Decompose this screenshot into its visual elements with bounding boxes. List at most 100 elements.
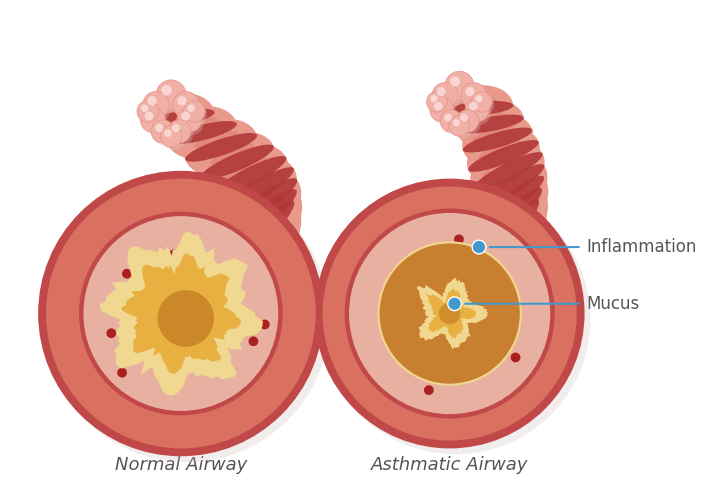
Circle shape — [459, 369, 469, 378]
Circle shape — [175, 94, 202, 121]
Circle shape — [82, 215, 279, 412]
Circle shape — [439, 303, 460, 324]
Circle shape — [164, 130, 171, 137]
Circle shape — [430, 98, 454, 122]
Circle shape — [169, 250, 179, 259]
Circle shape — [179, 110, 204, 135]
Circle shape — [145, 94, 171, 121]
Ellipse shape — [89, 231, 215, 337]
Circle shape — [193, 360, 202, 370]
Ellipse shape — [217, 193, 301, 278]
Circle shape — [504, 299, 514, 308]
Circle shape — [463, 86, 489, 111]
Circle shape — [428, 94, 449, 115]
Circle shape — [424, 385, 433, 395]
Ellipse shape — [467, 128, 540, 184]
Circle shape — [448, 297, 462, 310]
Circle shape — [453, 119, 460, 126]
Ellipse shape — [233, 206, 276, 249]
Circle shape — [434, 86, 460, 111]
Circle shape — [173, 92, 199, 118]
Circle shape — [472, 92, 492, 112]
Circle shape — [248, 336, 258, 346]
Circle shape — [184, 100, 205, 122]
Circle shape — [168, 120, 191, 143]
Circle shape — [323, 186, 577, 440]
Circle shape — [447, 74, 476, 103]
Ellipse shape — [477, 188, 542, 252]
Circle shape — [156, 80, 186, 110]
Circle shape — [458, 112, 481, 135]
Circle shape — [431, 95, 438, 102]
Circle shape — [465, 98, 489, 122]
Circle shape — [461, 82, 487, 108]
Circle shape — [158, 290, 214, 346]
Circle shape — [158, 83, 188, 113]
Circle shape — [177, 108, 202, 132]
Circle shape — [315, 178, 585, 448]
Text: Mucus: Mucus — [587, 295, 640, 313]
Circle shape — [457, 284, 467, 294]
Ellipse shape — [448, 85, 513, 132]
Ellipse shape — [472, 152, 543, 192]
Circle shape — [46, 178, 316, 448]
Ellipse shape — [220, 167, 294, 216]
Polygon shape — [426, 288, 477, 339]
Circle shape — [348, 212, 552, 415]
Ellipse shape — [456, 114, 524, 134]
Circle shape — [449, 116, 470, 136]
Circle shape — [193, 334, 202, 344]
Ellipse shape — [457, 98, 496, 108]
Circle shape — [139, 104, 161, 125]
Circle shape — [474, 94, 494, 115]
Ellipse shape — [212, 156, 287, 198]
Circle shape — [151, 120, 174, 143]
Ellipse shape — [194, 130, 238, 148]
Circle shape — [38, 171, 323, 456]
Ellipse shape — [223, 178, 297, 234]
Circle shape — [148, 96, 157, 106]
Circle shape — [162, 128, 184, 150]
Circle shape — [440, 110, 463, 132]
Circle shape — [432, 100, 456, 124]
Circle shape — [442, 112, 464, 135]
Polygon shape — [418, 280, 485, 347]
Circle shape — [510, 352, 521, 362]
Ellipse shape — [463, 128, 532, 152]
Ellipse shape — [462, 114, 533, 166]
Circle shape — [161, 85, 172, 96]
Ellipse shape — [472, 168, 549, 239]
Circle shape — [450, 76, 460, 86]
Circle shape — [434, 102, 442, 110]
Ellipse shape — [156, 104, 196, 116]
Ellipse shape — [471, 182, 548, 258]
Ellipse shape — [224, 200, 294, 270]
Ellipse shape — [167, 121, 237, 144]
Ellipse shape — [210, 144, 254, 165]
Polygon shape — [102, 233, 261, 394]
Circle shape — [472, 240, 486, 254]
Circle shape — [466, 87, 474, 96]
Circle shape — [426, 92, 447, 112]
Ellipse shape — [166, 106, 238, 159]
Ellipse shape — [456, 100, 524, 148]
Ellipse shape — [486, 208, 523, 251]
Circle shape — [107, 328, 116, 338]
Ellipse shape — [176, 118, 218, 132]
Ellipse shape — [478, 140, 521, 160]
Circle shape — [143, 92, 169, 118]
Circle shape — [379, 242, 521, 384]
Circle shape — [432, 82, 458, 108]
Circle shape — [491, 286, 501, 296]
Circle shape — [436, 87, 446, 96]
Ellipse shape — [184, 119, 258, 176]
Circle shape — [177, 96, 186, 106]
Ellipse shape — [147, 108, 215, 128]
Circle shape — [170, 122, 193, 146]
Circle shape — [172, 124, 180, 132]
Ellipse shape — [366, 239, 485, 339]
Text: Normal Airway: Normal Airway — [114, 456, 247, 474]
Circle shape — [122, 269, 132, 278]
Circle shape — [153, 122, 176, 146]
Circle shape — [467, 250, 477, 260]
